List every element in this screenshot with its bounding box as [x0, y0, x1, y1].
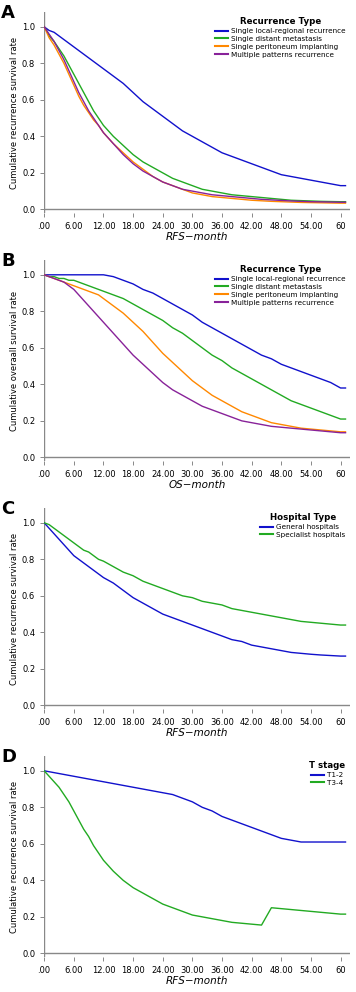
Legend: General hospitals, Specialist hospitals: General hospitals, Specialist hospitals — [259, 512, 347, 540]
Text: B: B — [1, 252, 15, 270]
Legend: Single local-regional recurrence, Single distant metastasis, Single peritoneum i: Single local-regional recurrence, Single… — [214, 264, 347, 308]
Text: C: C — [1, 500, 15, 518]
Text: A: A — [1, 4, 15, 22]
X-axis label: RFS−month: RFS−month — [166, 976, 229, 986]
Text: D: D — [1, 748, 16, 766]
Y-axis label: Cumulative recurrence survival rate: Cumulative recurrence survival rate — [10, 781, 19, 932]
Legend: Single local-regional recurrence, Single distant metastasis, Single peritoneum i: Single local-regional recurrence, Single… — [214, 16, 347, 60]
Y-axis label: Cumulative recurrence survival rate: Cumulative recurrence survival rate — [10, 37, 19, 188]
X-axis label: RFS−month: RFS−month — [166, 232, 229, 242]
Y-axis label: Cumulative recurrence survival rate: Cumulative recurrence survival rate — [10, 533, 19, 684]
X-axis label: OS−month: OS−month — [169, 480, 226, 490]
X-axis label: RFS−month: RFS−month — [166, 728, 229, 738]
Y-axis label: Cumulative overaall survival rate: Cumulative overaall survival rate — [10, 291, 19, 431]
Legend: T1-2, T3-4: T1-2, T3-4 — [308, 760, 347, 788]
